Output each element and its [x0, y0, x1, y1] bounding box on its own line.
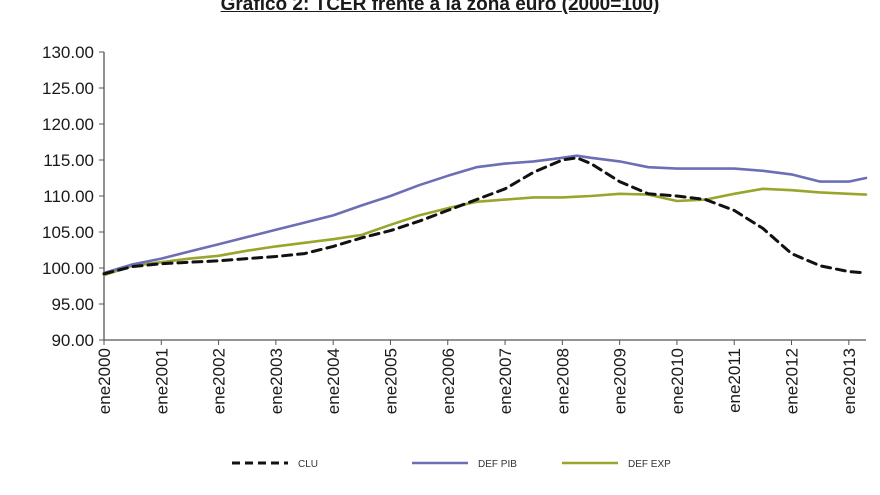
x-tick-label: ene2004: [324, 348, 343, 414]
x-tick-label: ene2001: [152, 348, 171, 414]
x-tick-label: ene2008: [553, 348, 572, 414]
y-tick-label: 95.00: [51, 295, 94, 314]
x-tick-label: ene2009: [611, 348, 630, 414]
y-tick-label: 90.00: [51, 331, 94, 350]
x-tick-label: ene2005: [381, 348, 400, 414]
legend-label: DEF EXP: [628, 459, 671, 470]
x-tick-label: ene2006: [439, 348, 458, 414]
x-tick-label: ene2002: [210, 348, 229, 414]
x-tick-label: ene2007: [496, 348, 515, 414]
x-tick-label: ene2011: [725, 348, 744, 413]
y-tick-label: 125.00: [42, 79, 94, 98]
y-tick-label: 100.00: [42, 259, 94, 278]
series-line-def-pib: [102, 154, 868, 275]
y-tick-label: 130.00: [42, 43, 94, 62]
y-tick-label: 115.00: [43, 151, 94, 170]
x-tick-label: ene2000: [95, 348, 114, 414]
x-tick-label: ene2010: [668, 348, 687, 414]
y-tick-label: 120.00: [42, 115, 94, 134]
y-tick-label: 110.00: [43, 187, 94, 206]
series-line-def-exp: [102, 187, 868, 277]
x-tick-label: ene2012: [783, 348, 802, 414]
series-line-clu: [102, 156, 868, 276]
chart-title: Gráfico 2: TCER frente a la zona euro (2…: [220, 0, 660, 15]
legend-label: DEF PIB: [478, 459, 517, 470]
legend-label: CLU: [298, 459, 318, 470]
x-tick-label: ene2013: [840, 348, 859, 414]
y-tick-label: 105.00: [42, 223, 94, 242]
x-tick-label: ene2003: [267, 348, 286, 414]
